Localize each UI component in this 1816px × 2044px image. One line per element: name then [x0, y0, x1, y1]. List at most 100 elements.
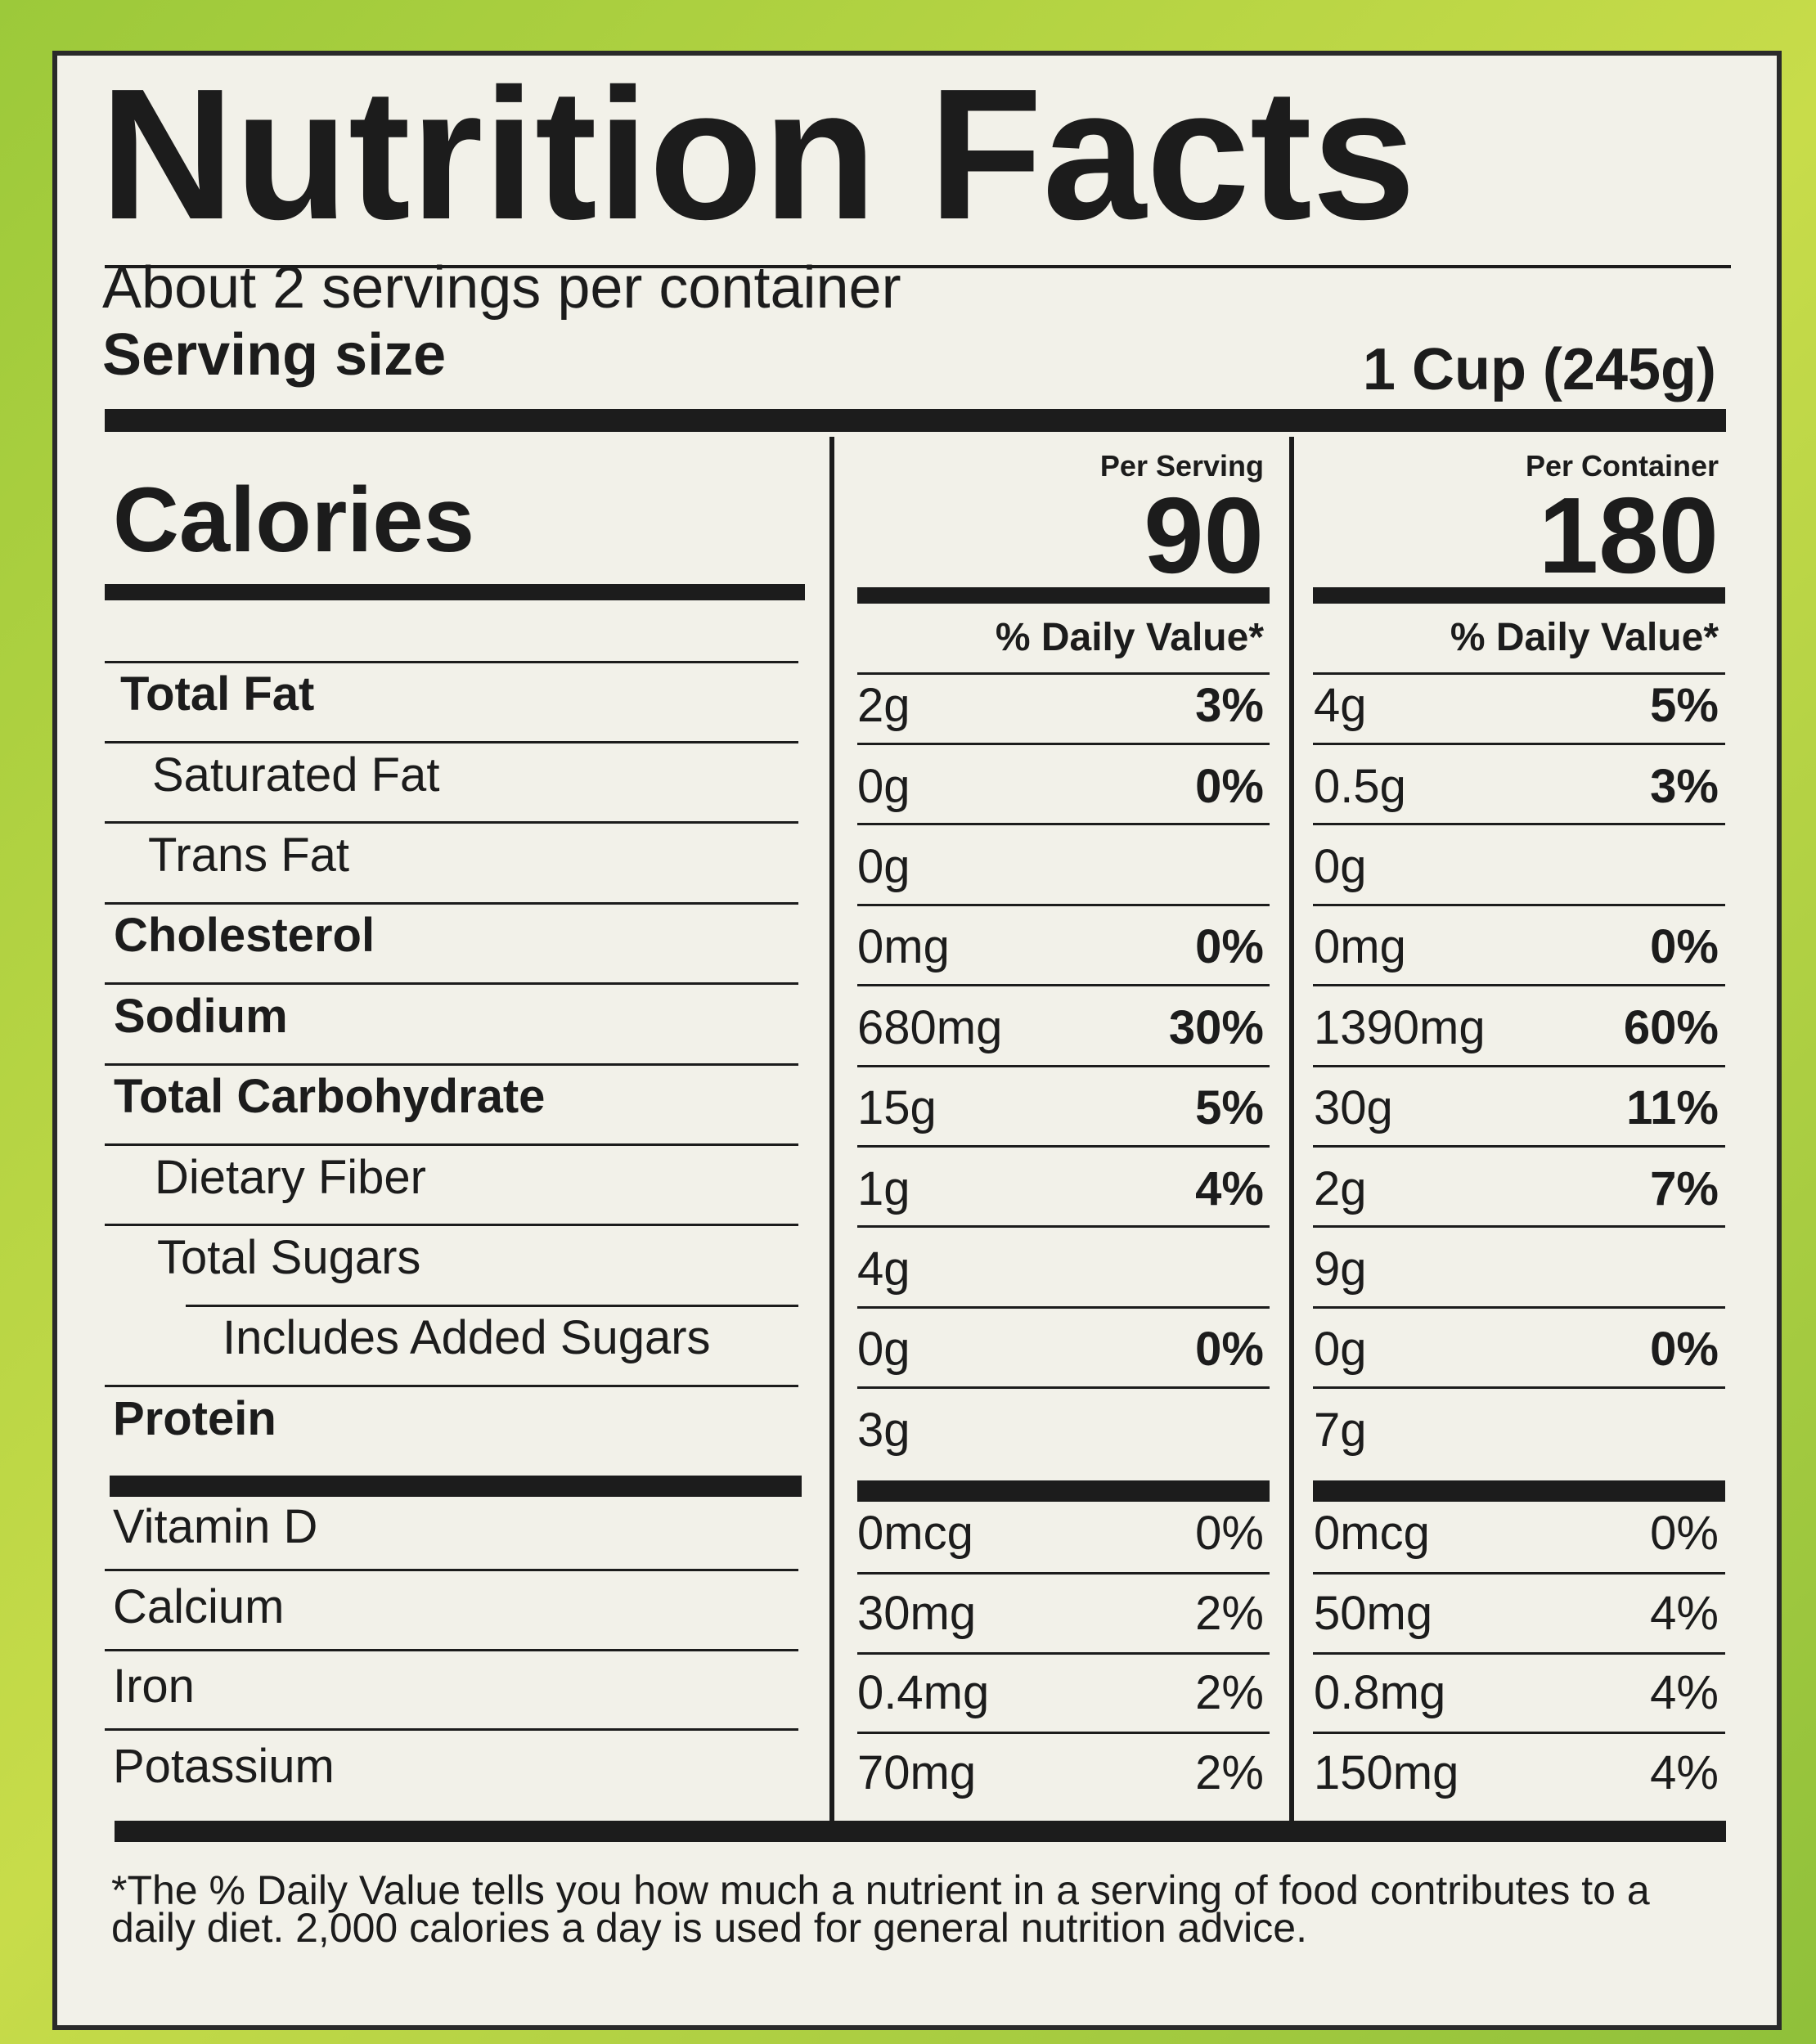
row-rule [105, 1728, 798, 1731]
row-rule [1313, 672, 1725, 675]
amount: 0mcg [857, 1507, 973, 1561]
calories-rule [1313, 587, 1725, 604]
row-rule [857, 903, 1270, 906]
daily-value: 0% [1650, 1507, 1719, 1561]
calories-rule [857, 587, 1270, 604]
amount: 0g [1314, 839, 1367, 893]
calories-label: Calories [113, 469, 474, 572]
daily-value: 3% [1195, 679, 1264, 733]
amount: 680mg [857, 1000, 1003, 1054]
amount: 0g [857, 1323, 910, 1377]
column-divider [829, 437, 834, 1821]
vitamin-rule [110, 1476, 802, 1497]
row-rule [1313, 1064, 1725, 1067]
amount: 0g [857, 759, 910, 813]
row-rule [857, 984, 1270, 987]
row-rule [105, 901, 798, 905]
dv-header: % Daily Value* [1450, 615, 1719, 659]
row-rule [1313, 743, 1725, 745]
nutrient-name: Total Fat [120, 667, 315, 721]
row-rule [857, 1145, 1270, 1148]
amount: 2g [1314, 1161, 1367, 1215]
amount: 30mg [857, 1586, 977, 1640]
row-rule [105, 1224, 798, 1227]
amount: 0g [857, 839, 910, 893]
amount: 9g [1314, 1242, 1367, 1296]
sub-nutrient-name: Saturated Fat [152, 748, 440, 802]
row-rule [105, 821, 798, 824]
row-rule [105, 982, 798, 986]
thick-rule [105, 409, 1726, 432]
row-rule [1313, 984, 1725, 987]
amount: 150mg [1314, 1745, 1459, 1799]
bottom-rule [115, 1821, 1726, 1842]
row-rule [1313, 903, 1725, 906]
row-rule [857, 1225, 1270, 1229]
amount: 15g [857, 1081, 937, 1135]
amount: 2g [857, 679, 910, 733]
amount: 3g [857, 1403, 910, 1457]
vitamin-name: Iron [113, 1660, 195, 1714]
daily-value: 2% [1195, 1666, 1264, 1720]
vitamin-rule [857, 1480, 1270, 1502]
row-rule [1313, 1386, 1725, 1390]
amount: 70mg [857, 1745, 977, 1799]
row-rule [857, 823, 1270, 826]
row-rule [857, 1386, 1270, 1390]
sub-nutrient-name: Total Sugars [157, 1230, 421, 1284]
row-rule [857, 1572, 1270, 1575]
row-rule [105, 741, 798, 743]
amount: 30g [1314, 1081, 1393, 1135]
amount: 0.5g [1314, 759, 1406, 813]
nutrient-name: Sodium [114, 989, 288, 1043]
sub-nutrient-name: Trans Fat [148, 828, 350, 882]
amount: 0.4mg [857, 1666, 990, 1720]
row-rule [1313, 1225, 1725, 1229]
title-rule [105, 265, 1731, 268]
row-rule [1313, 1572, 1725, 1575]
sub-nutrient-name: Dietary Fiber [155, 1150, 426, 1204]
vitamin-rule [1313, 1480, 1725, 1502]
amount: 50mg [1314, 1586, 1433, 1640]
daily-value: 4% [1650, 1586, 1719, 1640]
row-rule [105, 1569, 798, 1571]
daily-value: 5% [1195, 1081, 1264, 1135]
row-rule [105, 1648, 798, 1651]
column-header: Per Serving [1099, 449, 1264, 483]
amount: 0.8mg [1314, 1666, 1446, 1720]
daily-value: 0% [1650, 920, 1719, 974]
amount: 0mcg [1314, 1507, 1430, 1561]
column-header: Per Container [1525, 449, 1719, 483]
row-rule [857, 1064, 1270, 1067]
row-rule [857, 1651, 1270, 1655]
amount: 0g [1314, 1323, 1367, 1377]
calories-value: 90 [1144, 475, 1264, 596]
nutrient-name: Cholesterol [114, 909, 375, 963]
daily-value: 7% [1650, 1161, 1719, 1215]
daily-value: 0% [1195, 920, 1264, 974]
calories-value: 180 [1538, 475, 1719, 596]
daily-value: 3% [1650, 759, 1719, 813]
daily-value: 4% [1650, 1745, 1719, 1799]
row-rule [1313, 823, 1725, 826]
row-rule [105, 661, 798, 663]
daily-value: 2% [1195, 1745, 1264, 1799]
daily-value: 0% [1195, 1323, 1264, 1377]
amount: 7g [1314, 1403, 1367, 1457]
vitamin-name: Calcium [113, 1579, 285, 1633]
servings: About 2 servings per container [102, 255, 901, 321]
daily-value: 60% [1623, 1000, 1719, 1054]
daily-value: 2% [1195, 1586, 1264, 1640]
row-rule [105, 1143, 798, 1146]
daily-value: 11% [1626, 1081, 1719, 1135]
serving-size: 1 Cup (245g) [1362, 337, 1716, 403]
daily-value: 5% [1650, 679, 1719, 733]
daily-value: 4% [1650, 1666, 1719, 1720]
amount: 4g [1314, 679, 1367, 733]
amount: 0mg [857, 920, 950, 974]
vitamin-name: Vitamin D [113, 1500, 318, 1554]
footnote: *The % Daily Value tells you how much a … [111, 1867, 1650, 1951]
daily-value: 4% [1195, 1161, 1264, 1215]
amount: 4g [857, 1242, 910, 1296]
